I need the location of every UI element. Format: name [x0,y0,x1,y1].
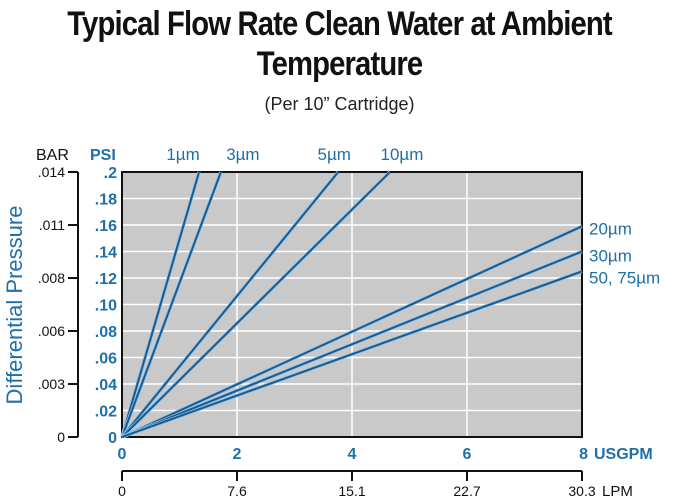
lpm-unit-label: LPM [602,483,633,500]
psi-tick-label: .18 [95,192,117,209]
x-tick-label: 2 [233,446,242,463]
series-label: 3µm [226,145,259,164]
lpm-tick-label: 22.7 [453,483,480,499]
psi-tick-label: .02 [95,404,117,421]
series-line [121,171,391,438]
x-tick-label: 8 [579,446,588,463]
series-line [121,171,339,438]
lpm-tick-label: 7.6 [227,483,247,499]
plot-border [121,171,583,438]
psi-tick-label: .10 [95,298,117,315]
psi-tick-label: 0 [108,430,117,447]
lpm-tick-label: 0 [118,483,126,499]
series-label: 30µm [589,247,632,266]
bar-tick-label: .008 [38,270,65,286]
series-label: 20µm [589,219,632,238]
y-axis-label: Differential Pressure [2,206,27,405]
series-line [121,270,583,438]
bar-tick-label: .003 [38,376,65,392]
chart-subtitle: (Per 10” Cartridge) [264,94,415,114]
psi-unit-label: PSI [90,147,116,164]
psi-tick-label: .14 [95,245,117,262]
series-label: 10µm [381,145,424,164]
bar-tick-label: .006 [38,323,65,339]
series-line [121,225,583,438]
lpm-tick-label: 30.3 [568,483,595,499]
psi-tick-label: .04 [95,377,117,394]
series-label: 5µm [317,145,350,164]
bar-tick-label: .014 [38,164,65,180]
x-tick-label: 0 [118,446,127,463]
series-label: 1µm [166,145,199,164]
bar-tick-label: 0 [57,429,65,445]
psi-tick-label: .12 [95,271,117,288]
bar-unit-label: BAR [36,147,69,164]
bar-tick-label: .011 [39,217,65,233]
psi-tick-label: .2 [104,165,117,182]
x-tick-label: 4 [348,446,357,463]
series-line [121,250,583,438]
x-tick-label: 6 [463,446,472,463]
psi-tick-label: .16 [95,218,117,235]
psi-tick-label: .08 [95,324,117,341]
usgpm-unit-label: USGPM [594,446,653,463]
chart-title: Typical Flow Rate Clean Water at Ambient… [67,5,612,83]
series-line [121,171,201,438]
psi-tick-label: .06 [95,351,117,368]
series-label: 50, 75µm [589,268,660,287]
lpm-tick-label: 15.1 [338,483,365,499]
series-line [121,171,222,438]
